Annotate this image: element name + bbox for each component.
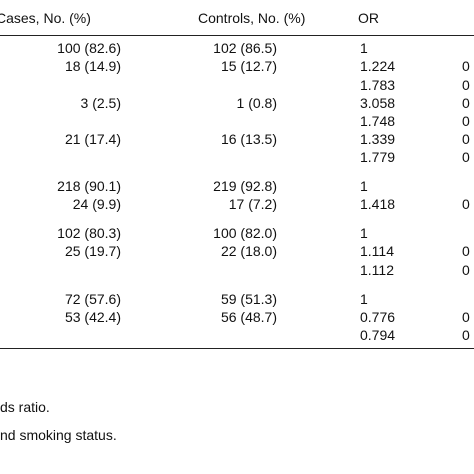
column-header: Controls, No. (%) <box>198 10 306 26</box>
p-cell: 0 <box>462 243 470 259</box>
or-cell: 1.748 <box>360 113 396 129</box>
or-cell: 0.776 <box>360 309 396 325</box>
cases-cell: 102 (80.3) <box>57 225 121 241</box>
or-cell: 1.114 <box>360 243 394 259</box>
or-cell: 1 <box>360 225 368 241</box>
controls-cell: 102 (86.5) <box>213 40 277 56</box>
p-cell: 0 <box>462 196 470 212</box>
p-cell: 0 <box>462 262 470 278</box>
cases-cell: 218 (90.1) <box>57 178 121 194</box>
table-bottom-rule <box>0 348 474 349</box>
or-cell: 1.783 <box>360 77 396 93</box>
cases-cell: 100 (82.6) <box>57 40 121 56</box>
controls-cell: 59 (51.3) <box>220 291 277 307</box>
p-cell: 0 <box>462 77 470 93</box>
or-cell: 1 <box>360 40 368 56</box>
p-cell: 0 <box>462 58 470 74</box>
or-cell: 0.794 <box>360 327 396 343</box>
cases-cell: 3 (2.5) <box>80 95 121 111</box>
or-cell: 1.339 <box>360 131 396 147</box>
controls-cell: 22 (18.0) <box>220 243 277 259</box>
or-cell: 1.112 <box>360 262 394 278</box>
or-cell: 1.224 <box>360 58 396 74</box>
p-cell: 0 <box>462 131 470 147</box>
cases-cell: 72 (57.6) <box>64 291 121 307</box>
footnote: ds ratio. <box>0 399 50 415</box>
controls-cell: 219 (92.8) <box>213 178 277 194</box>
p-cell: 0 <box>462 327 470 343</box>
cases-cell: 18 (14.9) <box>64 58 121 74</box>
cases-cell: 53 (42.4) <box>64 309 121 325</box>
column-header: Cases, No. (%) <box>0 10 91 26</box>
controls-cell: 56 (48.7) <box>220 309 277 325</box>
or-cell: 1 <box>360 291 368 307</box>
controls-cell: 100 (82.0) <box>213 225 277 241</box>
p-cell: 0 <box>462 113 470 129</box>
controls-cell: 17 (7.2) <box>228 196 277 212</box>
controls-cell: 1 (0.8) <box>236 95 277 111</box>
cases-cell: 21 (17.4) <box>64 131 121 147</box>
controls-cell: 15 (12.7) <box>220 58 277 74</box>
or-cell: 1.779 <box>360 149 396 165</box>
controls-cell: 16 (13.5) <box>220 131 277 147</box>
footnote: nd smoking status. <box>0 427 117 443</box>
column-header: OR <box>358 10 379 26</box>
p-cell: 0 <box>462 95 470 111</box>
cases-cell: 24 (9.9) <box>72 196 121 212</box>
or-cell: 1.418 <box>360 196 396 212</box>
p-cell: 0 <box>462 149 470 165</box>
header-rule <box>0 35 474 36</box>
or-cell: 3.058 <box>360 95 396 111</box>
or-cell: 1 <box>360 178 368 194</box>
p-cell: 0 <box>462 309 470 325</box>
cases-cell: 25 (19.7) <box>64 243 121 259</box>
